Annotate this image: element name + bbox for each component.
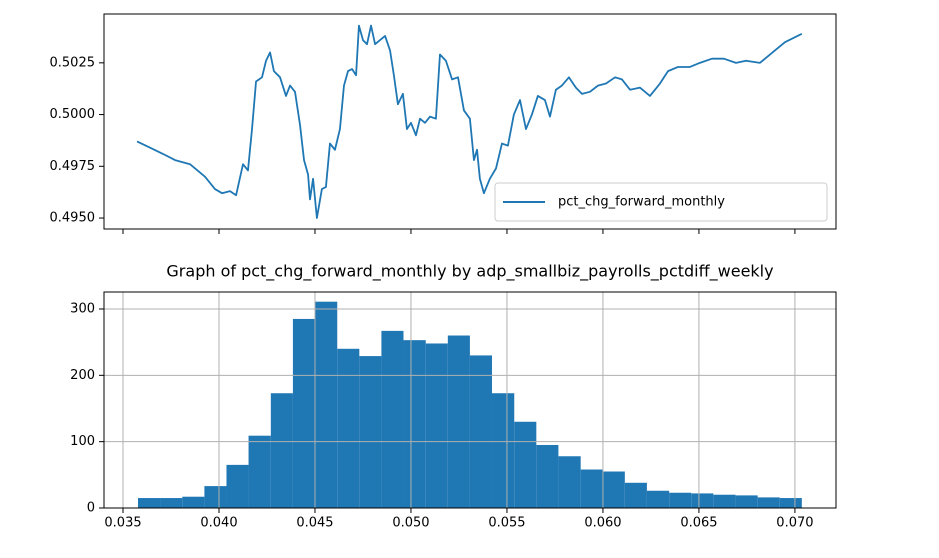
- bar: [447, 335, 470, 508]
- bar: [314, 301, 338, 508]
- x-tick-label: 0.070: [776, 516, 813, 531]
- bar: [669, 492, 692, 508]
- bar: [602, 471, 625, 508]
- bar: [160, 498, 183, 508]
- y-tick-label: 0.5000: [50, 107, 96, 122]
- axes-frame: [103, 13, 837, 230]
- bar: [757, 497, 780, 508]
- bar: [270, 393, 293, 508]
- y-tick-label: 0.4950: [50, 211, 96, 226]
- bar: [182, 496, 205, 508]
- x-tick-label: 0.060: [584, 516, 621, 531]
- y-tick-label: 0.5025: [50, 55, 96, 70]
- legend-box: [494, 182, 828, 222]
- bar: [403, 340, 426, 508]
- data-line: [136, 24, 803, 219]
- legend-label: pct_chg_forward_monthly: [558, 195, 725, 210]
- bar: [624, 482, 647, 508]
- bar: [425, 343, 448, 508]
- y-tick-label: 100: [70, 434, 95, 449]
- bar: [558, 456, 581, 508]
- bar: [580, 469, 603, 508]
- bar: [137, 498, 161, 508]
- y-tick-label: 0.4975: [50, 159, 96, 174]
- bar: [646, 490, 670, 508]
- bar: [381, 330, 404, 508]
- bar: [337, 348, 360, 508]
- x-tick-label: 0.040: [200, 516, 237, 531]
- y-tick-label: 300: [70, 301, 95, 316]
- bar: [469, 355, 492, 508]
- bar: [691, 493, 714, 508]
- bar: [226, 464, 249, 508]
- bar: [735, 495, 758, 508]
- bar: [359, 356, 382, 508]
- x-tick-label: 0.045: [296, 516, 333, 531]
- x-tick-label: 0.050: [392, 516, 429, 531]
- bar: [491, 393, 515, 508]
- y-tick-label: 0: [87, 501, 95, 516]
- bar: [204, 486, 227, 508]
- bar: [514, 421, 537, 508]
- y-tick-label: 200: [70, 368, 95, 383]
- bar: [713, 494, 736, 508]
- bar: [779, 498, 802, 508]
- bar: [248, 435, 271, 508]
- x-tick-label: 0.065: [680, 516, 717, 531]
- axes-frame: [103, 291, 837, 509]
- bar: [536, 444, 559, 508]
- x-tick-label: 0.035: [104, 516, 141, 531]
- x-tick-label: 0.055: [488, 516, 525, 531]
- bar: [292, 318, 315, 508]
- chart-title: Graph of pct_chg_forward_monthly by adp_…: [166, 262, 773, 282]
